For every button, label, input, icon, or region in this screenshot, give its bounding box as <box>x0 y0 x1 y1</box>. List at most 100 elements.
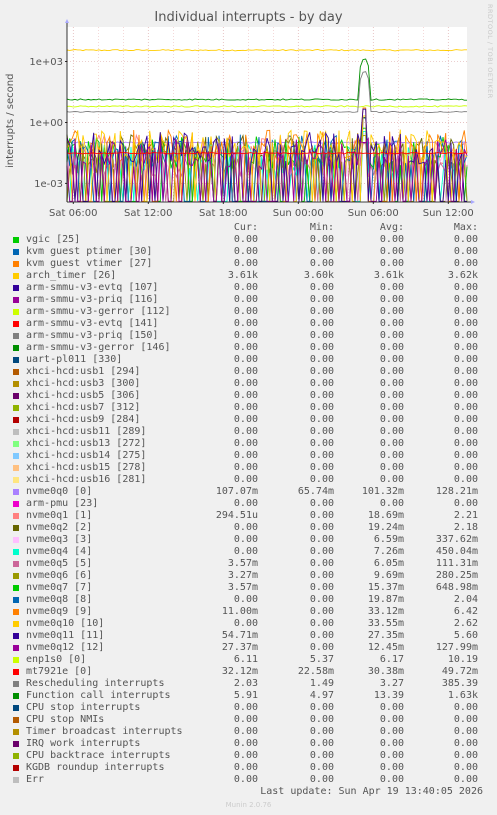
legend-min-value: 0.00 <box>309 450 334 461</box>
legend-max-value: 1.63k <box>447 690 478 701</box>
legend-cur-value: 0.00 <box>233 774 258 785</box>
legend-swatch <box>13 369 19 375</box>
legend-min-value: 0.00 <box>309 318 334 329</box>
legend-row: arm-smmu-v3-priq [150] 0.00 0.00 0.00 0.00 <box>0 330 497 342</box>
legend-avg-value: 27.35m <box>367 630 404 641</box>
legend-series-name: vgic [25] <box>26 234 81 245</box>
legend-max-value: 0.00 <box>453 390 478 401</box>
legend-swatch <box>13 681 19 687</box>
legend-series-name: CPU stop NMIs <box>26 714 105 725</box>
col-avg-header: Avg: <box>379 222 404 233</box>
legend-swatch <box>13 297 19 303</box>
legend-max-value: 2.04 <box>453 594 478 605</box>
legend-series-name: nvme0q0 [0] <box>26 486 93 497</box>
legend-cur-value: 0.00 <box>233 498 258 509</box>
legend-row: nvme0q3 [3] 0.00 0.00 6.59m 337.62m <box>0 534 497 546</box>
legend-avg-value: 33.12m <box>367 606 404 617</box>
legend-max-value: 0.00 <box>453 414 478 425</box>
legend-cur-value: 0.00 <box>233 726 258 737</box>
legend-max-value: 0.00 <box>453 306 478 317</box>
legend-avg-value: 19.87m <box>367 594 404 605</box>
legend-max-value: 0.00 <box>453 366 478 377</box>
legend-row: xhci-hcd:usb16 [281] 0.00 0.00 0.00 0.00 <box>0 474 497 486</box>
legend-swatch <box>13 273 19 279</box>
legend-avg-value: 0.00 <box>379 426 404 437</box>
legend-series-name: arm-smmu-v3-evtq [141] <box>26 318 159 329</box>
legend-row: arm-smmu-v3-evtq [141] 0.00 0.00 0.00 0.00 <box>0 318 497 330</box>
legend-swatch <box>13 393 19 399</box>
legend-max-value: 0.00 <box>453 246 478 257</box>
legend-avg-value: 0.00 <box>379 438 404 449</box>
legend-avg-value: 0.00 <box>379 246 404 257</box>
legend-series-name: xhci-hcd:usb3 [300] <box>26 378 141 389</box>
legend-avg-value: 19.24m <box>367 522 404 533</box>
legend-swatch <box>13 489 19 495</box>
legend-swatch <box>13 777 19 783</box>
legend-series-name: IRQ work interrupts <box>26 738 141 749</box>
x-tick-label: Sat 18:00 <box>199 208 247 219</box>
legend-series-name: xhci-hcd:usb1 [294] <box>26 366 141 377</box>
legend-cur-value: 6.11 <box>233 654 258 665</box>
legend-min-value: 0.00 <box>309 474 334 485</box>
legend-cur-value: 0.00 <box>233 426 258 437</box>
legend-row: nvme0q8 [8] 0.00 0.00 19.87m 2.04 <box>0 594 497 606</box>
legend-swatch <box>13 309 19 315</box>
legend-min-value: 0.00 <box>309 558 334 569</box>
series-line <box>66 152 468 155</box>
legend-max-value: 0.00 <box>453 738 478 749</box>
legend-swatch <box>13 537 19 543</box>
legend-max-value: 2.21 <box>453 510 478 521</box>
legend-series-name: arm-smmu-v3-priq [150] <box>26 330 159 341</box>
legend-max-value: 0.00 <box>453 354 478 365</box>
legend-min-value: 0.00 <box>309 570 334 581</box>
legend-cur-value: 0.00 <box>233 294 258 305</box>
series-line <box>66 105 468 108</box>
legend-max-value: 280.25m <box>435 570 478 581</box>
legend-max-value: 648.98m <box>435 582 478 593</box>
legend-cur-value: 2.03 <box>233 678 258 689</box>
legend-cur-value: 0.00 <box>233 234 258 245</box>
col-max-header: Max: <box>453 222 478 233</box>
legend-avg-value: 0.00 <box>379 726 404 737</box>
legend-max-value: 0.00 <box>453 462 478 473</box>
legend-series-name: xhci-hcd:usb16 [281] <box>26 474 147 485</box>
legend-min-value: 0.00 <box>309 294 334 305</box>
legend-cur-value: 3.27m <box>227 570 258 581</box>
legend-avg-value: 0.00 <box>379 258 404 269</box>
legend-avg-value: 0.00 <box>379 234 404 245</box>
legend-max-value: 450.04m <box>435 546 478 557</box>
legend-swatch <box>13 357 19 363</box>
legend-cur-value: 0.00 <box>233 402 258 413</box>
legend-max-value: 0.00 <box>453 726 478 737</box>
legend-cur-value: 3.57m <box>227 558 258 569</box>
legend-row: enp1s0 [0] 6.11 5.37 6.17 10.19 <box>0 654 497 666</box>
legend-cur-value: 32.12m <box>221 666 258 677</box>
legend-cur-value: 0.00 <box>233 258 258 269</box>
legend-min-value: 0.00 <box>309 618 334 629</box>
legend-swatch <box>13 381 19 387</box>
legend-min-value: 0.00 <box>309 702 334 713</box>
legend-series-name: Timer broadcast interrupts <box>26 726 183 737</box>
legend-cur-value: 0.00 <box>233 390 258 401</box>
legend-swatch <box>13 513 19 519</box>
x-tick-label: Sat 12:00 <box>124 208 172 219</box>
legend-max-value: 0.00 <box>453 258 478 269</box>
legend-max-value: 2.18 <box>453 522 478 533</box>
legend-row: vgic [25] 0.00 0.00 0.00 0.00 <box>0 234 497 246</box>
legend-swatch <box>13 405 19 411</box>
y-axis-arrow <box>65 19 69 23</box>
legend-row: xhci-hcd:usb7 [312] 0.00 0.00 0.00 0.00 <box>0 402 497 414</box>
legend-max-value: 0.00 <box>453 450 478 461</box>
legend-max-value: 0.00 <box>453 234 478 245</box>
legend-series-name: xhci-hcd:usb15 [278] <box>26 462 147 473</box>
x-tick-label: Sun 12:00 <box>423 208 474 219</box>
series-line <box>66 115 468 202</box>
legend-cur-value: 0.00 <box>233 318 258 329</box>
legend-row: xhci-hcd:usb9 [284] 0.00 0.00 0.00 0.00 <box>0 414 497 426</box>
legend-swatch <box>13 705 19 711</box>
legend-min-value: 65.74m <box>297 486 334 497</box>
legend-min-value: 0.00 <box>309 234 334 245</box>
legend-series-name: nvme0q1 [1] <box>26 510 93 521</box>
legend-cur-value: 0.00 <box>233 762 258 773</box>
legend-avg-value: 0.00 <box>379 450 404 461</box>
